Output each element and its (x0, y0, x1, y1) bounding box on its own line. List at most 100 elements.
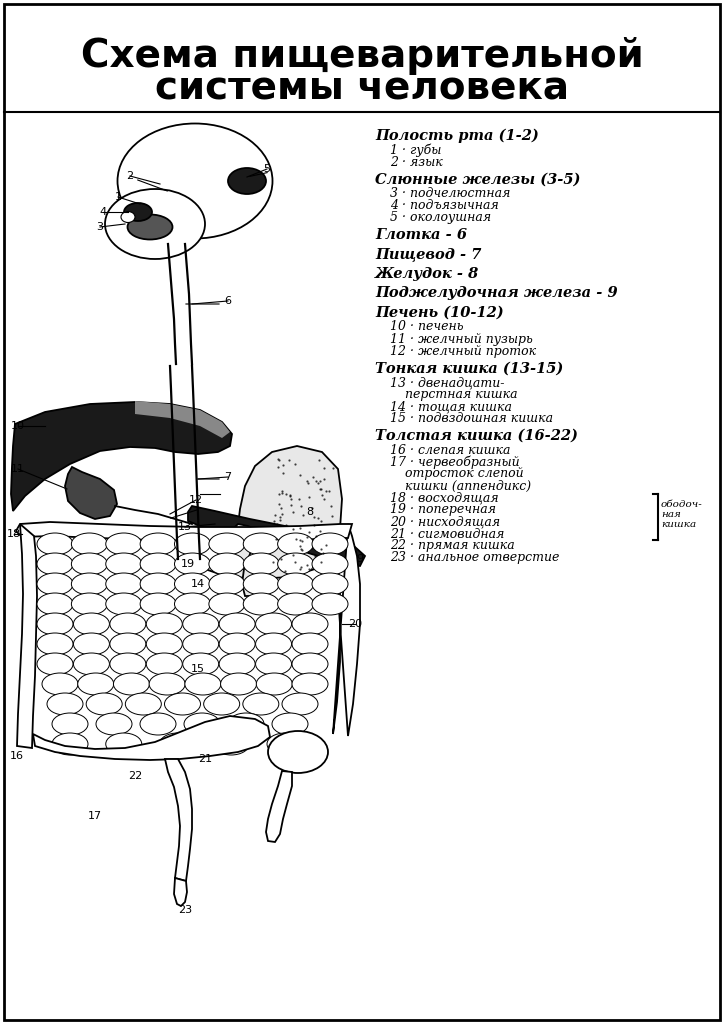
Text: 23: 23 (178, 905, 192, 915)
Ellipse shape (312, 553, 348, 575)
Ellipse shape (209, 593, 245, 615)
Ellipse shape (184, 713, 220, 735)
Text: 17: 17 (88, 811, 102, 821)
Ellipse shape (267, 733, 303, 755)
Ellipse shape (312, 573, 348, 595)
Ellipse shape (312, 534, 348, 555)
Ellipse shape (256, 653, 292, 675)
Ellipse shape (110, 653, 146, 675)
Ellipse shape (228, 713, 264, 735)
Polygon shape (33, 716, 270, 760)
Text: 7: 7 (224, 472, 232, 482)
Ellipse shape (146, 633, 182, 655)
Text: Печень (10-12): Печень (10-12) (375, 306, 504, 319)
Ellipse shape (243, 534, 279, 555)
Ellipse shape (277, 553, 313, 575)
Text: 9: 9 (356, 554, 363, 564)
Ellipse shape (140, 593, 176, 615)
Ellipse shape (159, 733, 195, 755)
Ellipse shape (106, 593, 142, 615)
Ellipse shape (277, 573, 313, 595)
Ellipse shape (72, 534, 107, 555)
Ellipse shape (146, 653, 182, 675)
Ellipse shape (277, 593, 313, 615)
Ellipse shape (243, 593, 279, 615)
Ellipse shape (209, 534, 245, 555)
Text: 5 · околоушная: 5 · околоушная (390, 211, 491, 224)
Text: кишки (аппендикс): кишки (аппендикс) (405, 479, 531, 493)
Text: Тонкая кишка (13-15): Тонкая кишка (13-15) (375, 361, 563, 376)
Ellipse shape (52, 713, 88, 735)
Ellipse shape (140, 534, 176, 555)
Text: 11 · желчный пузырь: 11 · желчный пузырь (390, 333, 533, 345)
Ellipse shape (292, 653, 328, 675)
Text: 15 · подвздошная кишка: 15 · подвздошная кишка (390, 412, 553, 425)
Polygon shape (17, 524, 37, 748)
Ellipse shape (37, 593, 73, 615)
Text: Полость рта (1-2): Полость рта (1-2) (375, 129, 539, 143)
Ellipse shape (124, 203, 152, 221)
Text: 3: 3 (96, 222, 104, 232)
FancyBboxPatch shape (4, 4, 720, 1020)
Text: 6: 6 (224, 296, 232, 306)
Ellipse shape (37, 633, 73, 655)
Ellipse shape (185, 673, 221, 695)
Text: 17 · червеобразный: 17 · червеобразный (390, 456, 520, 469)
Ellipse shape (114, 673, 149, 695)
Text: 23 · анальное отверстие: 23 · анальное отверстие (390, 552, 560, 564)
Ellipse shape (219, 633, 255, 655)
Ellipse shape (73, 613, 109, 635)
Ellipse shape (256, 613, 292, 635)
Text: системы человека: системы человека (155, 70, 569, 108)
Ellipse shape (268, 731, 328, 773)
Ellipse shape (37, 553, 73, 575)
Text: 14 · тощая кишка: 14 · тощая кишка (390, 400, 512, 413)
Ellipse shape (292, 633, 328, 655)
Ellipse shape (272, 713, 308, 735)
Ellipse shape (140, 553, 176, 575)
Text: 2 · язык: 2 · язык (390, 156, 443, 169)
Text: 20 · нисходящая: 20 · нисходящая (390, 515, 500, 528)
Ellipse shape (164, 693, 201, 715)
Polygon shape (266, 771, 292, 842)
Ellipse shape (105, 189, 205, 259)
Ellipse shape (37, 534, 73, 555)
Text: Пищевод - 7: Пищевод - 7 (375, 248, 481, 261)
Ellipse shape (209, 553, 245, 575)
Ellipse shape (292, 613, 328, 635)
Polygon shape (235, 524, 266, 596)
Polygon shape (11, 402, 232, 511)
Text: 11: 11 (11, 464, 25, 474)
Ellipse shape (52, 733, 88, 755)
Ellipse shape (110, 633, 146, 655)
Text: перстная кишка: перстная кишка (405, 388, 518, 401)
Ellipse shape (174, 534, 211, 555)
Ellipse shape (219, 653, 255, 675)
Ellipse shape (203, 693, 240, 715)
Ellipse shape (106, 553, 142, 575)
Text: 12: 12 (189, 495, 203, 505)
Polygon shape (333, 524, 360, 736)
Polygon shape (174, 878, 187, 906)
Text: 3 · подчелюстная: 3 · подчелюстная (390, 187, 510, 200)
Ellipse shape (72, 593, 107, 615)
Text: 22: 22 (128, 771, 142, 781)
Ellipse shape (292, 673, 328, 695)
Text: 13 · двенадцати-: 13 · двенадцати- (390, 376, 505, 389)
Ellipse shape (219, 613, 255, 635)
Ellipse shape (86, 693, 122, 715)
Ellipse shape (37, 573, 73, 595)
Text: 8: 8 (306, 507, 313, 517)
Text: Схема пищеварительной: Схема пищеварительной (80, 37, 644, 75)
Text: 13: 13 (178, 522, 192, 532)
Ellipse shape (243, 553, 279, 575)
Text: 4: 4 (99, 207, 106, 217)
Ellipse shape (125, 693, 161, 715)
Ellipse shape (174, 593, 211, 615)
Ellipse shape (42, 673, 78, 695)
Polygon shape (165, 759, 192, 881)
Ellipse shape (140, 573, 176, 595)
Ellipse shape (149, 673, 185, 695)
Text: 16 · слепая кишка: 16 · слепая кишка (390, 443, 510, 457)
Polygon shape (198, 446, 342, 579)
